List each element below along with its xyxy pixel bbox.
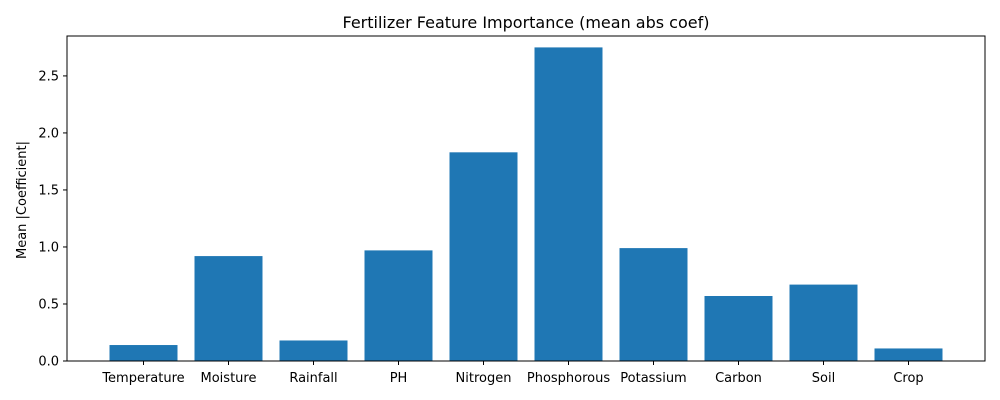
y-tick-label: 0.5 [38,297,59,312]
x-tick-label-ph: PH [390,371,408,386]
bar-ph [364,250,433,361]
chart-title: Fertilizer Feature Importance (mean abs … [343,13,710,32]
x-tick-label-soil: Soil [812,371,835,386]
y-tick-label: 1.5 [38,183,59,198]
bar-moisture [194,256,263,361]
y-axis-label: Mean |Coefficient| [15,141,30,259]
x-tick-label-rainfall: Rainfall [289,371,337,386]
bar-soil [789,284,858,361]
bar-phosphorous [534,47,603,362]
bar-rainfall [279,340,348,361]
x-tick-label-carbon: Carbon [715,371,762,386]
x-tick-label-temperature: Temperature [101,371,184,386]
bar-carbon [704,296,773,361]
y-tick-label: 0.0 [38,355,59,370]
x-tick-label-moisture: Moisture [201,371,257,386]
x-tick-label-phosphorous: Phosphorous [527,371,611,386]
x-tick-label-crop: Crop [893,371,923,386]
bar-potassium [619,248,688,361]
bar-nitrogen [449,152,518,361]
y-tick-label: 2.5 [38,69,59,84]
bar-crop [874,348,943,361]
x-tick-label-potassium: Potassium [620,371,686,386]
plot-area: 0.0 0.5 1.0 1.5 2.0 2.5 Temperature Moisture Rai… [38,35,986,386]
bar-temperature [109,345,178,361]
axes-frame [66,35,986,362]
y-tick-label: 2.0 [38,126,59,141]
x-tick-label-nitrogen: Nitrogen [456,371,512,386]
y-tick-label: 1.0 [38,240,59,255]
